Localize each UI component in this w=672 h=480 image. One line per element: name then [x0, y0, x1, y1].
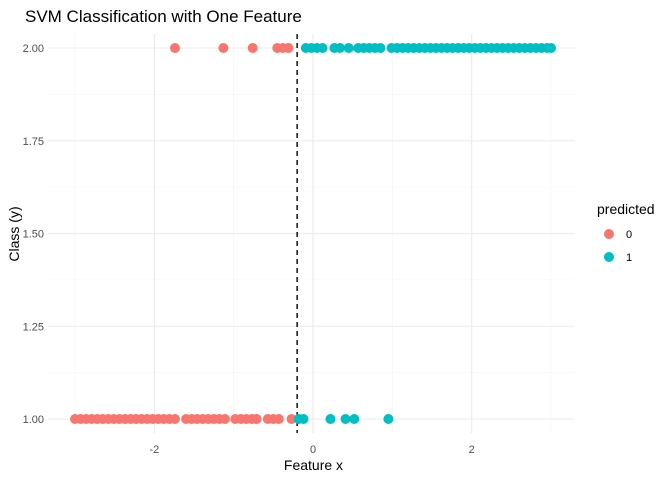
x-tick-label: -2 — [149, 444, 159, 456]
data-point-class-0 — [169, 43, 180, 53]
data-point-class-1 — [375, 43, 386, 53]
legend-label-1: 1 — [626, 252, 632, 264]
y-tick-label: 2.00 — [23, 43, 44, 55]
legend: predicted 0 1 — [597, 201, 655, 264]
data-point-class-1 — [325, 414, 336, 424]
x-axis-label: Feature x — [284, 457, 343, 473]
y-tick-label: 1.75 — [23, 136, 44, 148]
data-points — [70, 43, 556, 424]
data-point-class-0 — [169, 414, 180, 424]
legend-swatch-0 — [604, 229, 614, 239]
data-point-class-1 — [383, 414, 394, 424]
x-tick-label: 0 — [310, 444, 316, 456]
y-tick-label: 1.25 — [23, 321, 44, 333]
legend-label-0: 0 — [626, 229, 632, 241]
data-point-class-1 — [317, 43, 328, 53]
data-point-class-0 — [218, 43, 229, 53]
legend-title: predicted — [597, 201, 655, 217]
data-point-class-1 — [334, 43, 345, 53]
y-tick-label: 1.00 — [23, 414, 44, 426]
data-point-class-0 — [251, 414, 262, 424]
x-axis-ticks: -2 0 2 — [149, 444, 474, 456]
x-tick-label: 2 — [469, 444, 475, 456]
grid — [48, 34, 575, 433]
data-point-class-1 — [340, 414, 351, 424]
data-point-class-1 — [546, 43, 556, 53]
data-point-class-1 — [343, 43, 354, 53]
y-axis-label: Class (y) — [6, 206, 22, 261]
data-point-class-0 — [219, 414, 230, 424]
data-point-class-1 — [349, 414, 360, 424]
data-point-class-0 — [273, 414, 284, 424]
y-tick-label: 1.50 — [23, 229, 44, 241]
data-point-class-1 — [298, 414, 309, 424]
data-point-class-0 — [283, 43, 294, 53]
chart-title: SVM Classification with One Feature — [25, 7, 302, 26]
y-axis-ticks: 1.00 1.25 1.50 1.75 2.00 — [23, 43, 44, 426]
data-point-class-0 — [247, 43, 258, 53]
data-point-class-0 — [286, 414, 297, 424]
legend-swatch-1 — [604, 252, 614, 262]
